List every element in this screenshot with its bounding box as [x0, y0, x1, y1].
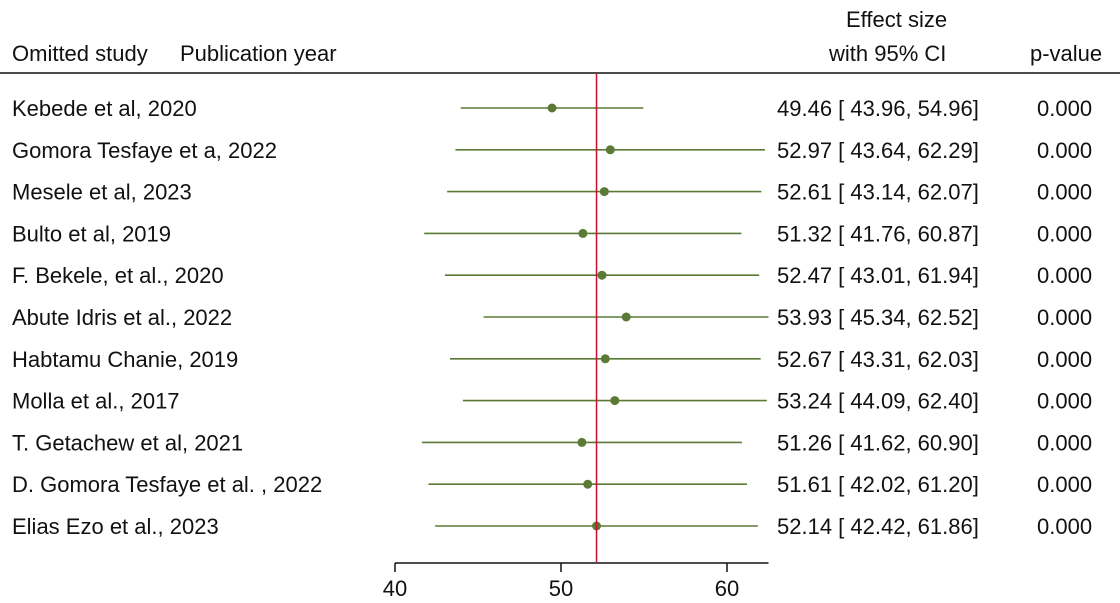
- estimate-marker: [597, 270, 607, 280]
- p-value: 0.000: [1037, 263, 1092, 288]
- x-tick-label: 60: [715, 576, 739, 601]
- study-rows: Kebede et al, 2020 49.46 [ 43.96, 54.96] 0…: [12, 96, 1092, 539]
- p-value: 0.000: [1037, 472, 1092, 497]
- table-row: F. Bekele, et al., 2020 52.47 [ 43.01, 61…: [12, 263, 1092, 288]
- estimate-marker: [600, 354, 610, 364]
- p-value: 0.000: [1037, 305, 1092, 330]
- p-value: 0.000: [1037, 221, 1092, 246]
- study-label: D. Gomora Tesfaye et al. , 2022: [12, 472, 322, 497]
- table-row: Abute Idris et al., 2022 53.93 [ 45.34, 6…: [12, 305, 1092, 330]
- x-tick-label: 50: [549, 576, 573, 601]
- x-tick-label: 40: [383, 576, 407, 601]
- study-label: Habtamu Chanie, 2019: [12, 347, 238, 372]
- estimate-marker: [610, 396, 620, 406]
- p-value: 0.000: [1037, 180, 1092, 205]
- effect-ci-value: 51.61 [ 42.02, 61.20]: [777, 472, 979, 497]
- table-row: T. Getachew et al, 2021 51.26 [ 41.62, 60…: [12, 430, 1092, 455]
- table-row: Habtamu Chanie, 2019 52.67 [ 43.31, 62.03…: [12, 347, 1092, 372]
- effect-ci-value: 52.47 [ 43.01, 61.94]: [777, 263, 979, 288]
- study-label: Abute Idris et al., 2022: [12, 305, 232, 330]
- study-label: T. Getachew et al, 2021: [12, 430, 243, 455]
- table-row: Bulto et al, 2019 51.32 [ 41.76, 60.87] 0.…: [12, 221, 1092, 246]
- estimate-marker: [547, 103, 557, 113]
- estimate-marker: [605, 145, 615, 155]
- p-value: 0.000: [1037, 138, 1092, 163]
- p-value: 0.000: [1037, 389, 1092, 414]
- study-label: Molla et al., 2017: [12, 389, 180, 414]
- header-effect-line1: Effect size: [846, 7, 947, 32]
- effect-ci-value: 53.93 [ 45.34, 62.52]: [777, 305, 979, 330]
- p-value: 0.000: [1037, 514, 1092, 539]
- estimate-marker: [621, 312, 631, 322]
- study-label: Mesele et al, 2023: [12, 180, 192, 205]
- header-publication-year: Publication year: [180, 41, 337, 66]
- effect-ci-value: 51.32 [ 41.76, 60.87]: [777, 221, 979, 246]
- effect-ci-value: 51.26 [ 41.62, 60.90]: [777, 430, 979, 455]
- estimate-marker: [577, 437, 587, 447]
- table-row: Mesele et al, 2023 52.61 [ 43.14, 62.07] 0…: [12, 180, 1092, 205]
- study-label: Kebede et al, 2020: [12, 96, 197, 121]
- effect-ci-value: 52.97 [ 43.64, 62.29]: [777, 138, 979, 163]
- estimate-marker: [599, 187, 609, 197]
- effect-ci-value: 53.24 [ 44.09, 62.40]: [777, 389, 979, 414]
- study-label: F. Bekele, et al., 2020: [12, 263, 224, 288]
- x-axis: 40 50 60: [383, 562, 769, 601]
- table-row: Gomora Tesfaye et a, 2022 52.97 [ 43.64, …: [12, 138, 1092, 163]
- effect-ci-value: 49.46 [ 43.96, 54.96]: [777, 96, 979, 121]
- effect-ci-value: 52.14 [ 42.42, 61.86]: [777, 514, 979, 539]
- table-row: Molla et al., 2017 53.24 [ 44.09, 62.40] 0…: [12, 389, 1092, 414]
- p-value: 0.000: [1037, 96, 1092, 121]
- p-value: 0.000: [1037, 347, 1092, 372]
- header-omitted-study: Omitted study: [12, 41, 148, 66]
- header-p-value: p-value: [1030, 41, 1102, 66]
- study-label: Gomora Tesfaye et a, 2022: [12, 138, 277, 163]
- table-row: Elias Ezo et al., 2023 52.14 [ 42.42, 61.…: [12, 514, 1092, 539]
- study-label: Bulto et al, 2019: [12, 221, 171, 246]
- estimate-marker: [583, 479, 593, 489]
- table-row: D. Gomora Tesfaye et al. , 2022 51.61 [ 4…: [12, 472, 1092, 497]
- effect-ci-value: 52.67 [ 43.31, 62.03]: [777, 347, 979, 372]
- estimate-marker: [578, 228, 588, 238]
- study-label: Elias Ezo et al., 2023: [12, 514, 219, 539]
- effect-ci-value: 52.61 [ 43.14, 62.07]: [777, 180, 979, 205]
- p-value: 0.000: [1037, 430, 1092, 455]
- table-row: Kebede et al, 2020 49.46 [ 43.96, 54.96] 0…: [12, 96, 1092, 121]
- header-effect-line2: with 95% CI: [828, 41, 946, 66]
